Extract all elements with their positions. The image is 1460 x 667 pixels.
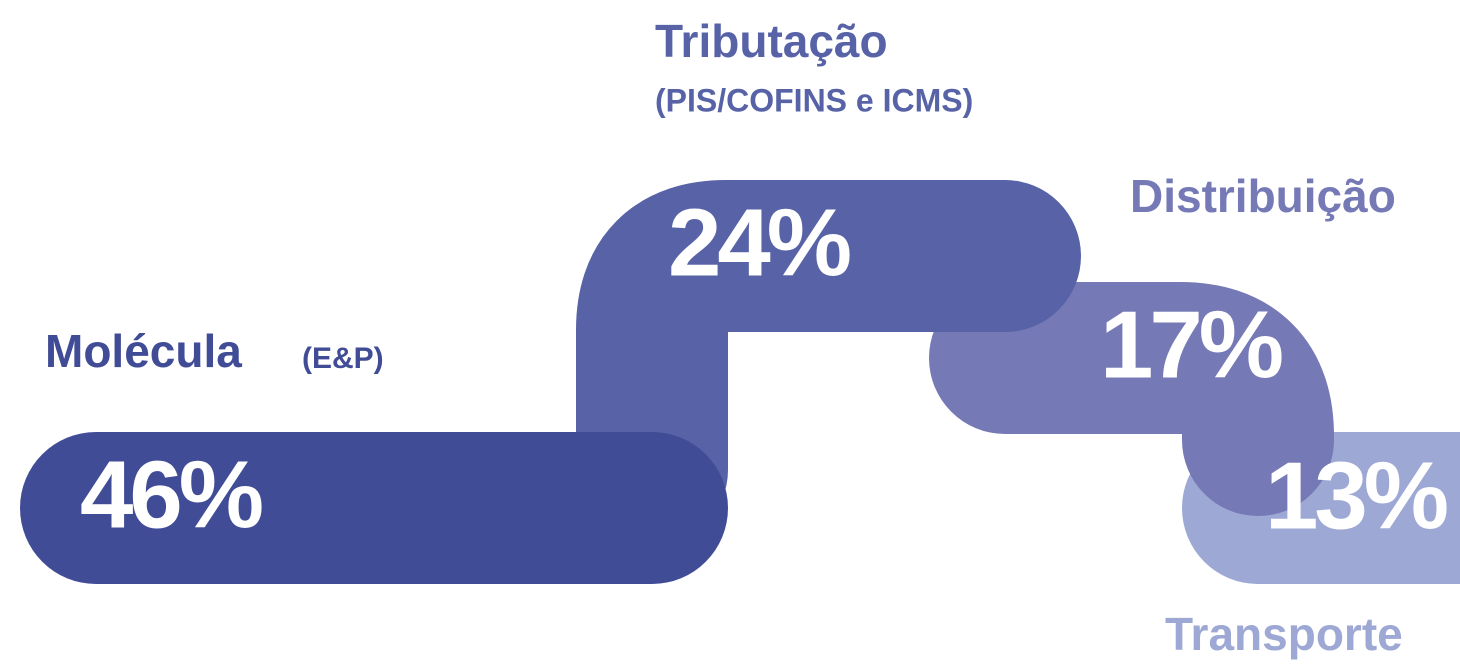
ribbon-segment [576, 180, 1081, 546]
category-label: Distribuição [1130, 170, 1396, 222]
category-label: Transporte [1165, 608, 1403, 660]
ribbon-segment [929, 282, 1334, 516]
value-label: 13% [1265, 442, 1447, 549]
category-note: (E&P) [302, 342, 384, 375]
category-label: Tributação [655, 15, 888, 67]
category-label: Molécula [45, 325, 242, 377]
category-note: (PIS/COFINS e ICMS) [655, 82, 973, 118]
value-label: 17% [1100, 291, 1282, 398]
value-label: 24% [668, 189, 850, 296]
value-label: 46% [80, 441, 262, 548]
